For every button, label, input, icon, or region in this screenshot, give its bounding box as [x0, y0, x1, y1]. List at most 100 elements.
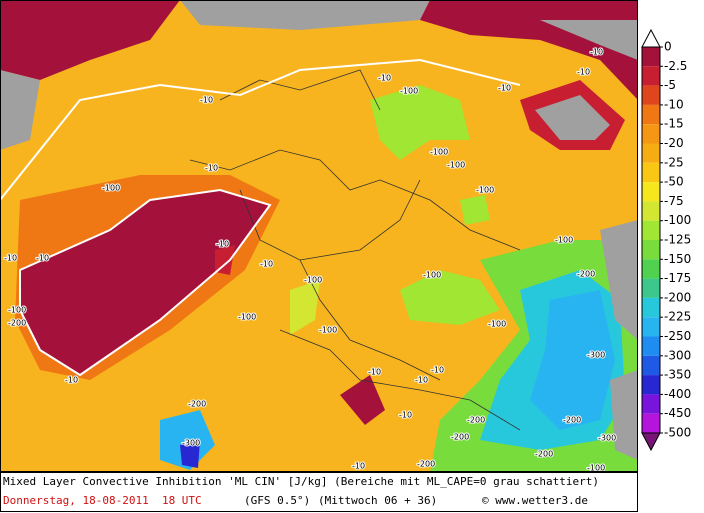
contour-label: -100	[238, 313, 256, 322]
colorbar-bin	[642, 124, 660, 144]
colorbar-bin	[642, 66, 660, 86]
colorbar-bin	[642, 278, 660, 298]
caption-box	[0, 472, 638, 512]
region	[460, 195, 490, 225]
contour-label: -100	[447, 161, 465, 170]
region	[290, 280, 320, 335]
map: -10 -10 -10 -10 -100 -10 -10 -100 -100 -…	[0, 0, 638, 474]
colorbar-label: -20	[664, 136, 684, 150]
contour-label: -10	[399, 411, 412, 420]
contour-label: -300	[182, 439, 200, 448]
contour-label: -10	[577, 68, 590, 77]
caption-credit: © www.wetter3.de	[482, 494, 588, 507]
colorbar-label: -15	[664, 117, 684, 131]
colorbar-bin	[642, 162, 660, 183]
colorbar-bin	[642, 375, 660, 395]
contour-label: -200	[577, 270, 595, 279]
colorbar: 0 -2.5 -5 -10 -15 -20 -25 -50 -75 -100 -125 -150 -17…	[641, 28, 691, 452]
contour-label: -10	[368, 368, 381, 377]
contour-label: -10	[431, 366, 444, 375]
contour-label: -100	[430, 148, 448, 157]
colorbar-label: -225	[664, 310, 691, 324]
colorbar-label: -350	[664, 368, 691, 382]
colorbar-bin	[642, 413, 660, 433]
contour-label: -200	[188, 400, 206, 409]
contour-labels: -10 -10 -10 -10 -100 -10 -10 -100 -100 -…	[3, 47, 617, 474]
contour-label: -10	[352, 462, 365, 471]
colorbar-label: -200	[664, 290, 691, 304]
contour-label: -10	[260, 260, 273, 269]
colorbar-bin	[642, 143, 660, 163]
colorbar-bin	[642, 240, 660, 260]
colorbar-bin	[642, 336, 660, 356]
caption-run: (Mittwoch 06 + 36)	[318, 494, 437, 507]
caption-date: Donnerstag, 18-08-2011 18 UTC	[3, 494, 202, 507]
colorbar-bin	[642, 394, 660, 414]
contour-label: -100	[587, 464, 605, 473]
colorbar-label: -500	[664, 426, 691, 440]
caption-model: (GFS 0.5°)	[244, 494, 310, 507]
contour-label: -100	[304, 276, 322, 285]
region	[340, 375, 385, 425]
colorbar-bin	[642, 297, 660, 318]
colorbar-bin	[642, 201, 660, 221]
map-frame	[0, 0, 638, 472]
region	[0, 70, 40, 150]
colorbar-bin	[642, 259, 660, 279]
region	[180, 440, 200, 468]
colorbar-label: -175	[664, 271, 691, 285]
colorbar-bin	[642, 317, 660, 337]
contour-label: -100	[423, 271, 441, 280]
region	[400, 270, 500, 325]
contour-label: -200	[467, 416, 485, 425]
contour-label: -10	[415, 376, 428, 385]
contour-label: -10	[200, 96, 213, 105]
contour-label: -100	[102, 184, 120, 193]
colorbar-label: -75	[664, 194, 684, 208]
contour-label: -100	[400, 87, 418, 96]
contour-label: -200	[535, 450, 553, 459]
contour-label: -100	[8, 306, 26, 315]
region	[370, 85, 470, 160]
contour-label: -10	[65, 376, 78, 385]
region	[535, 95, 610, 140]
colorbar-label: -10	[664, 97, 684, 111]
colorbar-bin	[642, 104, 660, 125]
colorbar-bin	[642, 220, 660, 240]
contour-label: -200	[451, 433, 469, 442]
contour-label: -200	[563, 416, 581, 425]
colorbar-label: -25	[664, 155, 684, 169]
contour-label: -100	[488, 320, 506, 329]
region	[0, 0, 180, 80]
borders	[189, 69, 521, 431]
contour-label: -10	[378, 74, 391, 83]
colorbar-label: -125	[664, 233, 691, 247]
contours	[0, 58, 521, 377]
region	[530, 290, 615, 430]
contour-label: -10	[36, 254, 49, 263]
contour-label: -100	[555, 236, 573, 245]
colorbar-bin	[642, 182, 660, 202]
contour-label: -300	[587, 351, 605, 360]
colorbar-label: -2.5	[664, 59, 687, 73]
region	[600, 220, 638, 340]
contour-label: -300	[598, 434, 616, 443]
colorbar-label: -250	[664, 329, 691, 343]
caption: Mixed Layer Convective Inhibition 'ML CI…	[0, 472, 638, 512]
colorbar-bin	[642, 85, 660, 105]
colorbar-bin	[642, 355, 660, 376]
region	[610, 370, 638, 460]
contour-label: -100	[476, 186, 494, 195]
contour-label: -200	[417, 460, 435, 469]
colorbar-bin	[642, 47, 660, 67]
colorbar-label: -100	[664, 213, 691, 227]
caption-title: Mixed Layer Convective Inhibition 'ML CI…	[3, 475, 599, 488]
region	[160, 410, 215, 470]
colorbar-label: 0	[664, 40, 672, 54]
colorbar-label: -150	[664, 252, 691, 266]
colorbar-label: -400	[664, 387, 691, 401]
region	[180, 0, 430, 30]
colorbar-label: -5	[664, 78, 676, 92]
colorbar-label: -50	[664, 175, 684, 189]
